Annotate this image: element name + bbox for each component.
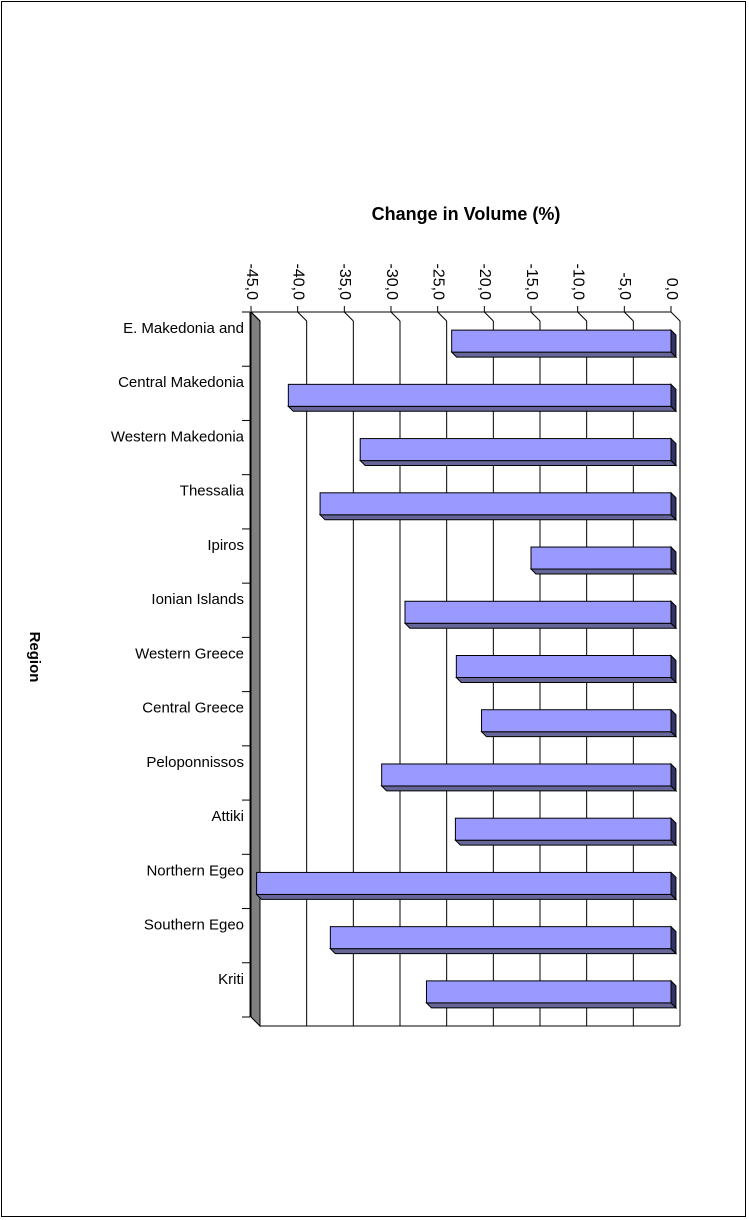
bar-front-face: [481, 709, 672, 733]
bar-end-face: [670, 925, 677, 955]
grid-depth-edge: [530, 311, 541, 322]
grid-depth-edge: [343, 311, 354, 322]
bar-side-face: [529, 568, 678, 575]
category-label: Peloponnissos: [146, 754, 244, 771]
bar: [529, 545, 678, 576]
category-label: Western Greece: [135, 645, 244, 662]
bar: [287, 383, 678, 413]
category-axis: E. Makedonia and Central Makedonia Western…: [111, 311, 251, 1018]
bar-side-face: [480, 731, 678, 738]
category-label: Western Makedonia: [111, 428, 245, 445]
bar-front-face: [455, 655, 672, 678]
bar: [450, 328, 678, 359]
bar-end-face: [670, 600, 677, 630]
bar: [403, 600, 678, 630]
bar-end-face: [670, 491, 677, 521]
bar-front-face: [425, 980, 672, 1004]
bar-end-face: [670, 328, 677, 359]
bar-side-face: [318, 514, 678, 521]
bar-front-face: [256, 871, 672, 895]
bar-end-face: [670, 871, 677, 901]
bar: [480, 708, 678, 738]
category-label: Ipiros: [207, 537, 244, 554]
bar-side-face: [358, 460, 678, 467]
grid-depth-edge: [483, 311, 494, 322]
bar-end-face: [670, 383, 677, 413]
category-label: E. Makedonia and: [123, 320, 244, 337]
category-label: Kriti: [218, 971, 244, 988]
bar-end-face: [670, 816, 677, 847]
category-label: Attiki: [211, 808, 244, 825]
bar-front-face: [359, 438, 672, 462]
bar-end-face: [670, 762, 677, 793]
category-label: Northern Egeo: [146, 862, 244, 879]
grid-depth-edge: [390, 311, 401, 322]
x-tick-label: -25,0: [429, 264, 446, 301]
x-tick-label: -20,0: [476, 264, 493, 301]
bar-side-face: [287, 405, 678, 412]
bar-end-face: [670, 708, 677, 738]
bar: [454, 816, 678, 847]
x-tick-label: -10,0: [569, 264, 586, 301]
grid-depth-edge: [297, 311, 308, 322]
back-wall: [250, 310, 261, 1028]
bar-end-face: [670, 654, 677, 684]
chart-title: Change in Volume (%): [372, 204, 561, 224]
bar-front-face: [530, 546, 672, 570]
x-tick-label: 0,0: [663, 278, 680, 300]
bar: [358, 437, 678, 467]
bar-side-face: [403, 622, 678, 629]
category-label: Ionian Islands: [151, 591, 244, 608]
grid-depth-edge: [623, 311, 634, 322]
bar-side-face: [380, 785, 678, 792]
bar-front-face: [287, 383, 672, 407]
category-label: Southern Egeo: [144, 917, 244, 934]
grid-depth-edge: [577, 311, 588, 322]
bar: [318, 491, 678, 521]
bar-side-face: [454, 839, 678, 846]
x-tick-label: -35,0: [336, 264, 353, 301]
bars: [255, 328, 678, 1010]
grid-depth-edge: [437, 311, 448, 322]
x-tick-label: -40,0: [289, 264, 306, 301]
category-label: Thessalia: [180, 483, 245, 500]
bar-side-face: [255, 893, 678, 900]
bar-end-face: [670, 437, 677, 467]
bar-side-face: [455, 677, 678, 683]
x-tick-label: -30,0: [383, 264, 400, 301]
bar: [425, 979, 678, 1010]
bar-front-face: [329, 926, 672, 950]
bar-front-face: [319, 492, 672, 516]
x-tick-label: -45,0: [243, 264, 260, 301]
y-axis-title: Region: [26, 632, 43, 683]
bar: [329, 925, 678, 955]
bar-side-face: [425, 1002, 678, 1009]
grid-depth-edge: [670, 311, 681, 322]
bar-side-face: [450, 351, 678, 358]
bar: [455, 654, 678, 684]
bar-front-face: [454, 817, 672, 841]
grid-depth-edge: [250, 311, 261, 322]
category-label: Central Makedonia: [118, 374, 245, 391]
bar: [380, 762, 678, 793]
bar: [255, 871, 678, 901]
bar-front-face: [381, 763, 672, 787]
x-tick-label: -5,0: [616, 272, 633, 300]
bar-front-face: [404, 600, 672, 624]
bar-side-face: [329, 948, 678, 955]
x-tick-label: -15,0: [523, 264, 540, 301]
bar-end-face: [670, 979, 677, 1010]
category-label: Central Greece: [142, 700, 244, 717]
value-axis: -45,0 -40,0 -35,0 -30,0 -25,0 -20,0 -15,0 -10,0…: [243, 264, 680, 313]
bar-front-face: [451, 329, 672, 353]
bar-end-face: [670, 545, 677, 576]
